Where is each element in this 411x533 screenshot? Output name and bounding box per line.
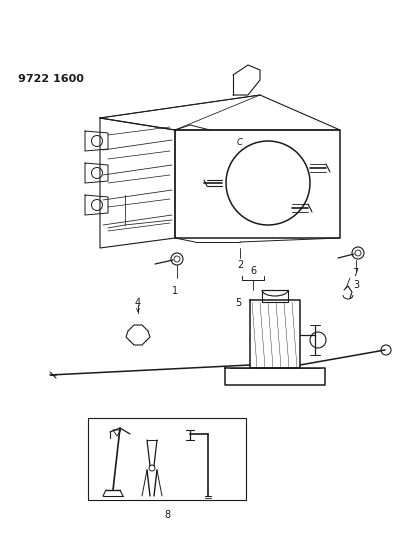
Text: 7: 7 <box>352 268 358 278</box>
Text: 8: 8 <box>164 510 170 520</box>
Text: 5: 5 <box>235 298 241 308</box>
Text: 1: 1 <box>172 286 178 296</box>
Text: C: C <box>237 138 243 147</box>
Bar <box>88 418 246 500</box>
Text: 9722 1600: 9722 1600 <box>18 74 84 84</box>
Text: 3: 3 <box>353 280 359 290</box>
Text: 4: 4 <box>135 298 141 308</box>
Text: 6: 6 <box>250 266 256 276</box>
Text: 2: 2 <box>237 260 243 270</box>
